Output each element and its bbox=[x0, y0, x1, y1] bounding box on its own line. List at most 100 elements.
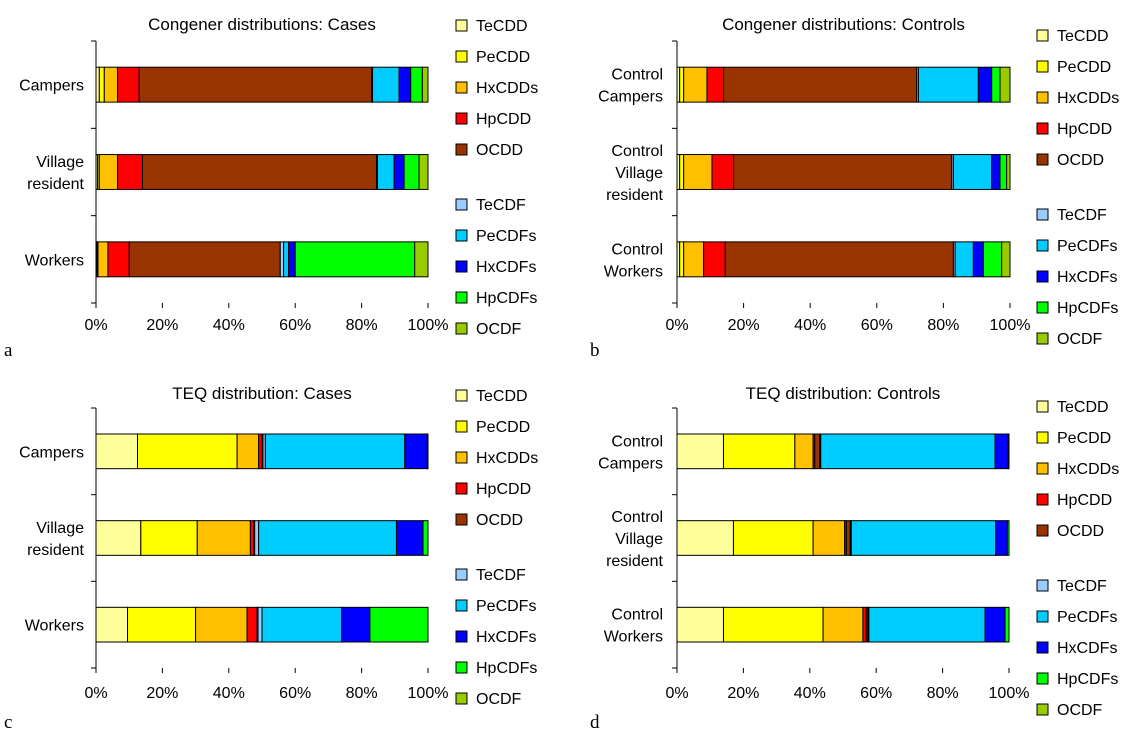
x-tick-label: 0% bbox=[665, 317, 688, 334]
bar-segment-tecdd bbox=[677, 434, 723, 469]
chart-svg-c: TEQ distribution: Cases 0% 20% 40% 60% 80% 100… bbox=[0, 371, 571, 741]
legend-swatch-hxcdfs bbox=[1037, 271, 1048, 282]
category-label: resident bbox=[27, 176, 84, 193]
category-label: Control bbox=[611, 241, 663, 258]
legend-label: HxCDFs bbox=[476, 259, 536, 276]
bar-segment-ocdd bbox=[129, 242, 280, 277]
legend-swatch-ocdf bbox=[456, 323, 467, 334]
category-label: Campers bbox=[598, 455, 663, 472]
legend-swatch-ocdd bbox=[456, 514, 467, 525]
bar-segment-ocdf bbox=[422, 67, 428, 102]
bar-segment-ocdd bbox=[815, 434, 820, 469]
legend-label: OCDD bbox=[476, 142, 523, 159]
bar-segment-ocdf bbox=[1002, 242, 1010, 277]
legend-swatch-hxcdds bbox=[456, 82, 467, 93]
category-label: Campers bbox=[19, 78, 84, 95]
bar-segment-pecdfs bbox=[378, 155, 395, 190]
legend-swatch-hpcdd bbox=[1037, 123, 1048, 134]
legend-label: OCDD bbox=[476, 512, 523, 529]
legend-label: HxCDFs bbox=[1057, 269, 1117, 286]
bar-segment-hpcdfs bbox=[1008, 434, 1009, 469]
x-tick-label: 20% bbox=[146, 317, 178, 334]
bar-segment-ocdd bbox=[846, 521, 850, 556]
legend-label: HpCDD bbox=[476, 111, 531, 128]
bar-segment-pecdfs bbox=[373, 67, 400, 102]
legend-label: TeCDD bbox=[476, 388, 528, 405]
bar-segment-tecdd bbox=[96, 607, 128, 642]
legend-label: OCDF bbox=[476, 321, 522, 338]
x-tick-label: 20% bbox=[728, 317, 760, 334]
legend-label: PeCDFs bbox=[476, 598, 536, 615]
legend-swatch-tecdf bbox=[1037, 580, 1048, 591]
category-label: Control bbox=[611, 67, 663, 84]
bar-segment-pecdd bbox=[99, 67, 104, 102]
bar-segment-pecdfs bbox=[953, 155, 991, 190]
legend-label: HxCDDs bbox=[476, 80, 538, 97]
bar-segment-ocdd bbox=[725, 242, 953, 277]
legend-swatch-hpcdd bbox=[456, 113, 467, 124]
legend-swatch-hxcdfs bbox=[1037, 642, 1048, 653]
legend-label: OCDF bbox=[1057, 702, 1103, 719]
legend-swatch-tecdd bbox=[1037, 401, 1048, 412]
chart-title: Congener distributions: Cases bbox=[148, 15, 376, 34]
x-tick-label: 80% bbox=[927, 317, 959, 334]
legend-swatch-tecdf bbox=[456, 199, 467, 210]
x-tick-label: 100% bbox=[408, 317, 449, 334]
bar-segment-pecdfs bbox=[851, 521, 995, 556]
legend-label: OCDF bbox=[1057, 331, 1103, 348]
legend-label: HpCDFs bbox=[1057, 671, 1118, 688]
x-tick-label: 60% bbox=[860, 685, 892, 702]
bar-segment-pecdd bbox=[138, 434, 238, 469]
bar-segment-ocdd bbox=[139, 67, 371, 102]
category-label: Campers bbox=[19, 444, 84, 461]
bar-segment-hpcdfs bbox=[992, 67, 1000, 102]
chart-svg-b: Congener distributions: Controls 0% 20% 40%… bbox=[571, 0, 1142, 371]
bar-segment-pecdfs bbox=[262, 607, 342, 642]
bar-segment-hpcdfs bbox=[411, 67, 423, 102]
legend-label: HpCDD bbox=[476, 481, 531, 498]
panel-label: b bbox=[590, 340, 600, 361]
legend-label: HpCDD bbox=[1057, 121, 1112, 138]
chart-title: TEQ distribution: Cases bbox=[172, 384, 352, 403]
legend-swatch-hpcdd bbox=[1037, 494, 1048, 505]
bar-segment-hxcdfs bbox=[399, 67, 411, 102]
legend-swatch-hpcdfs bbox=[456, 292, 467, 303]
legend-label: TeCDF bbox=[476, 567, 526, 584]
legend-label: HxCDDs bbox=[1057, 461, 1119, 478]
bar-segment-hpcdfs bbox=[370, 607, 428, 642]
bar-segment-pecdd bbox=[128, 607, 196, 642]
bar-segment-pecdd bbox=[141, 521, 197, 556]
bar-segment-hpcdfs bbox=[1000, 155, 1007, 190]
category-label: Workers bbox=[604, 263, 663, 280]
bar-segment-hpcdfs bbox=[1005, 607, 1009, 642]
chart-panel-c: TEQ distribution: Cases 0% 20% 40% 60% 80% 100… bbox=[0, 371, 571, 741]
x-tick-label: 0% bbox=[84, 685, 107, 702]
bar-segment-hxcdds bbox=[813, 521, 845, 556]
bar-segment-hxcdfs bbox=[973, 242, 983, 277]
bar-segment-hpcdfs bbox=[423, 521, 428, 556]
legend-label: TeCDD bbox=[1057, 399, 1109, 416]
legend-label: TeCDF bbox=[476, 197, 526, 214]
category-label: Village bbox=[615, 531, 663, 548]
legend-swatch-hxcdds bbox=[1037, 92, 1048, 103]
bar-segment-hpcdd bbox=[108, 242, 129, 277]
bar-segment-pecdfs bbox=[869, 607, 985, 642]
x-tick-label: 0% bbox=[84, 317, 107, 334]
bar-segment-hxcdds bbox=[237, 434, 259, 469]
bar-segment-hxcdfs bbox=[289, 242, 296, 277]
chart-panel-d: TEQ distribution: Controls 0% 20% 40% 60% 80%… bbox=[571, 371, 1142, 741]
x-tick-label: 0% bbox=[665, 685, 688, 702]
legend-swatch-ocdf bbox=[1037, 704, 1048, 715]
category-label: Village bbox=[615, 165, 663, 182]
bar-segment-pecdfs bbox=[821, 434, 995, 469]
chart-title: Congener distributions: Controls bbox=[722, 15, 965, 34]
legend-swatch-tecdd bbox=[456, 390, 467, 401]
legend-swatch-pecdd bbox=[456, 421, 467, 432]
category-label: Workers bbox=[604, 629, 663, 646]
bar-segment-hxcdfs bbox=[996, 521, 1008, 556]
bar-segment-hxcdfs bbox=[995, 434, 1008, 469]
bar-segment-pecdd bbox=[723, 434, 794, 469]
legend-swatch-hpcdfs bbox=[456, 662, 467, 673]
legend-label: HpCDD bbox=[1057, 492, 1112, 509]
legend-swatch-pecdfs bbox=[456, 230, 467, 241]
